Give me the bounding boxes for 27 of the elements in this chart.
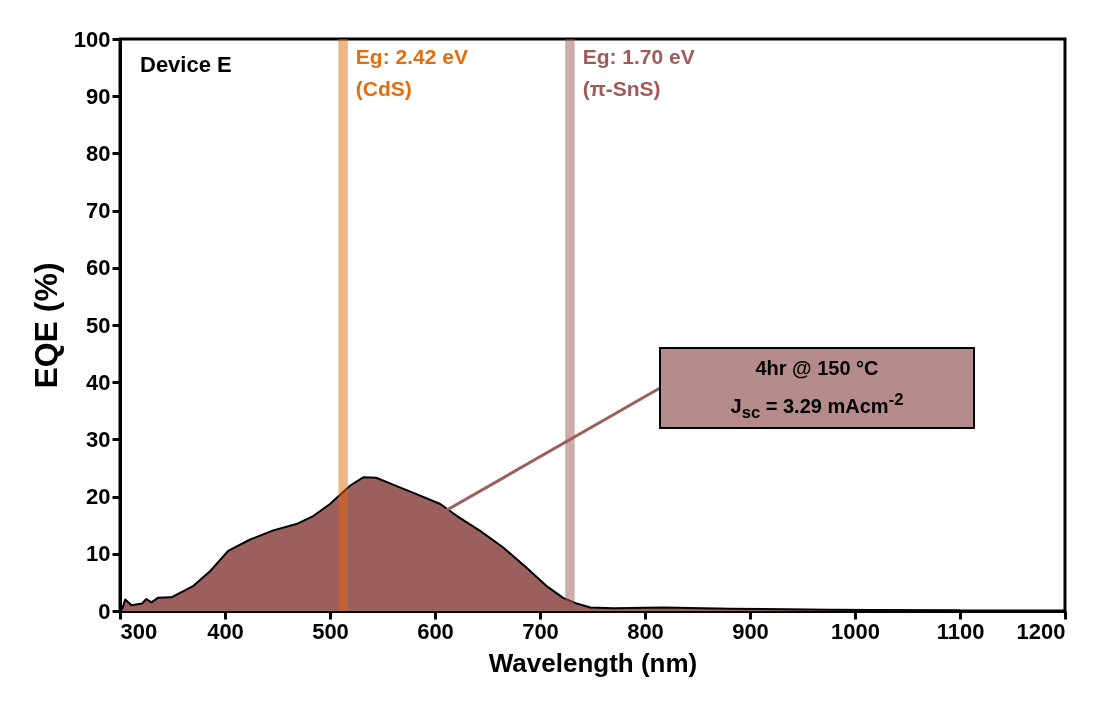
band-label: Eg: 1.70 eV (π-SnS) — [582, 45, 695, 100]
annotation: Device E — [140, 52, 232, 77]
x-tick-label: 900 — [732, 618, 769, 644]
x-tick-label: 400 — [207, 618, 244, 644]
x-tick-label: 1200 — [1016, 618, 1066, 644]
y-tick-label: 30 — [86, 426, 111, 452]
y-tick-label: 80 — [86, 140, 111, 166]
band-label: Eg: 2.42 eV (CdS) — [355, 45, 468, 100]
y-tick-label: 70 — [86, 198, 111, 224]
y-tick-label: 100 — [73, 26, 111, 52]
y-tick-label: 90 — [86, 83, 111, 109]
x-tick-label: 1000 — [831, 618, 880, 644]
x-tick-label: 800 — [627, 618, 664, 644]
x-tick-label: 500 — [312, 618, 349, 644]
x-tick-label: 600 — [417, 618, 454, 644]
y-tick-label: 60 — [86, 255, 111, 281]
y-tick-label: 40 — [86, 369, 111, 395]
x-tick-label: 1100 — [936, 618, 985, 644]
annotation: 4hr @ 150 °C J$_{sc}$ = 3.29 mAcm$^{-2}$ — [729, 356, 905, 424]
y-tick-label: 0 — [98, 598, 111, 624]
y-tick-label: 50 — [86, 312, 111, 338]
x-tick-label: 700 — [522, 618, 559, 644]
y-tick-label: 20 — [86, 484, 111, 510]
x-axis-title: Wavelength (nm) — [488, 647, 698, 678]
y-axis-title: EQE (%) — [27, 262, 64, 389]
x-tick-label: 300 — [120, 618, 158, 644]
y-tick-label: 10 — [86, 541, 111, 567]
